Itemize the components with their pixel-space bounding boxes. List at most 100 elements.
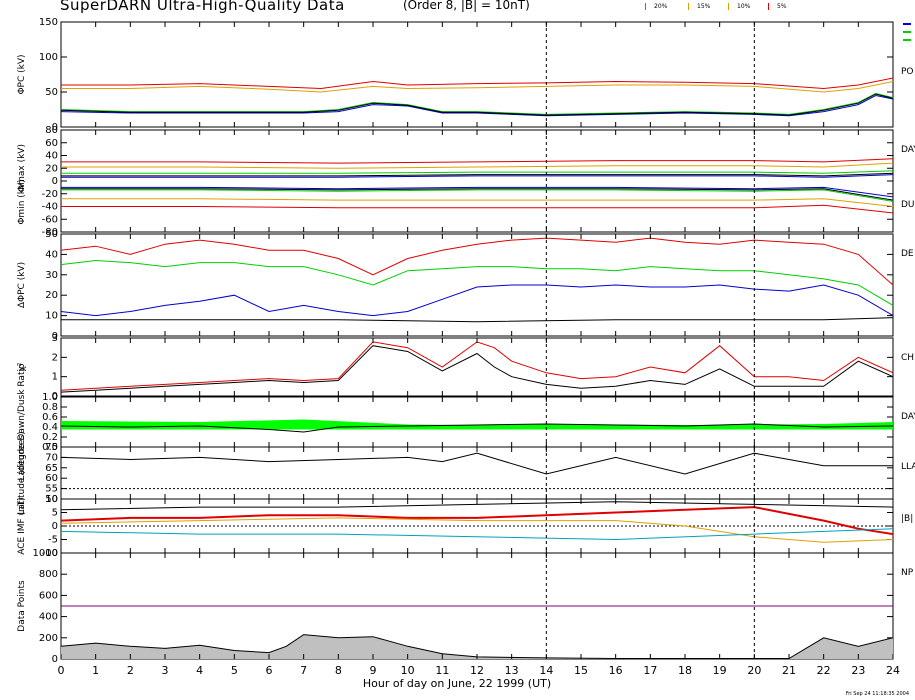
- y-tick-label: 40: [45, 249, 58, 260]
- y-tick-label: 60: [45, 138, 58, 149]
- y-tick-label: -10: [42, 548, 58, 559]
- y-tick-label: 50: [45, 87, 58, 98]
- right-label: DAY: [901, 412, 915, 422]
- x-tick-label: 9: [370, 664, 377, 677]
- y-tick-label: 0: [52, 654, 58, 665]
- legend-item-3: 10%: [728, 3, 751, 10]
- y-tick-label: 600: [39, 590, 58, 601]
- series-line: [60, 528, 894, 541]
- y-tick-label: -5: [48, 535, 58, 546]
- y-tick-label: 2: [52, 352, 58, 363]
- y-tick-label: 10: [45, 494, 58, 505]
- x-tick-label: 13: [505, 664, 519, 677]
- right-label: DE: [901, 249, 914, 259]
- right-label: PO: [901, 67, 914, 77]
- y-axis-label-top: Φmax (kV): [17, 144, 27, 192]
- chart-title: SuperDARN Ultra-High-Quality Data: [60, 0, 345, 14]
- y-tick-label: 0.4: [42, 422, 58, 433]
- y-tick-label: 30: [45, 270, 58, 281]
- y-tick-label: 75: [45, 442, 58, 453]
- panel-frame: [60, 446, 894, 500]
- x-tick-label: 4: [196, 664, 203, 677]
- right-label: DAY: [901, 145, 915, 155]
- y-tick-label: 20: [45, 290, 58, 301]
- y-tick-label: 800: [39, 569, 58, 580]
- x-tick-label: 6: [266, 664, 273, 677]
- y-axis-label: ΔΦPC (kV): [17, 262, 27, 308]
- x-tick-label: 5: [231, 664, 238, 677]
- series-line: [60, 423, 894, 433]
- y-tick-label: 200: [39, 633, 58, 644]
- x-tick-label: 23: [851, 664, 865, 677]
- y-tick-label: 50: [45, 229, 58, 240]
- panel-chi: 0 1 2 3 χ² CH: [17, 333, 914, 402]
- x-tick-label: 12: [470, 664, 484, 677]
- right-label: |B|: [901, 514, 913, 524]
- x-tick-label: 2: [127, 664, 134, 677]
- x-tick-label: 17: [643, 664, 657, 677]
- series-line: [60, 634, 894, 659]
- y-tick-label: 1.0: [42, 392, 58, 403]
- y-tick-label: 0: [52, 521, 58, 532]
- x-tick-label: 20: [747, 664, 761, 677]
- panel-frame: [60, 233, 894, 337]
- series-line: [61, 81, 894, 93]
- series-line: [61, 188, 894, 201]
- y-axis-label: ΦPC (kV): [17, 54, 27, 94]
- series-line: [61, 189, 894, 202]
- y-tick-label: 3: [52, 333, 58, 344]
- chart-subtitle: (Order 8, |B| = 10nT): [403, 0, 530, 12]
- x-tick-label: 3: [162, 664, 169, 677]
- y-tick-label: -60: [42, 214, 58, 225]
- series-line: [60, 93, 894, 116]
- x-tick-label: 21: [782, 664, 796, 677]
- series-line: [60, 501, 894, 511]
- series-line: [60, 452, 893, 475]
- x-tick-label: 15: [574, 664, 588, 677]
- y-tick-label: 0: [52, 391, 58, 402]
- y-tick-label: 150: [39, 17, 58, 28]
- x-tick-label: 11: [435, 664, 449, 677]
- panel-dpc: 0 10 20 30 40 50 ΔΦPC (kV) DE: [17, 229, 914, 342]
- series-line: [61, 317, 894, 323]
- x-axis-label: Hour of day on June, 22 1999 (UT): [363, 677, 551, 690]
- series-line: [61, 174, 894, 178]
- y-tick-label: 0: [52, 122, 58, 133]
- series-line: [60, 94, 894, 117]
- y-tick-label: 400: [39, 612, 58, 623]
- x-tick-label: 22: [817, 664, 831, 677]
- ratio-fill: [61, 419, 893, 430]
- right-label: LLA: [901, 462, 915, 472]
- panel-imf: -10 -5 0 5 10 ACE IMF (nT) |B|: [17, 494, 913, 559]
- y-axis-label: Data Points: [17, 580, 27, 632]
- x-tick-label: 19: [713, 664, 727, 677]
- y-tick-label: 1: [52, 372, 58, 383]
- panel-dp: 0 200 400 600 800 1000 Data Points NP: [17, 548, 914, 665]
- series-line: [60, 259, 894, 306]
- y-tick-label: 80: [45, 125, 58, 136]
- timestamp: Fri Sep 24 11:18:35 2004: [845, 691, 909, 697]
- y-tick-label: 60: [45, 473, 58, 484]
- y-tick-label: -20: [42, 189, 58, 200]
- series-line: [61, 170, 894, 174]
- panel-ratio: 0.00.20.40.60.81.0 Latitude Dawn/Dusk Rat…: [17, 363, 915, 480]
- x-tick-label: 24: [886, 664, 900, 677]
- legend-item-4: 5%: [768, 3, 787, 10]
- y-tick-label: 70: [45, 452, 58, 463]
- y-tick-label: 65: [45, 463, 58, 474]
- series-line: [60, 345, 894, 393]
- y-tick-label: 100: [39, 52, 58, 63]
- right-label: NP: [901, 568, 914, 578]
- y-tick-label: 0.8: [42, 402, 58, 413]
- y-tick-label: 0: [52, 176, 58, 187]
- x-tick-label: 14: [539, 664, 553, 677]
- series-line: [61, 198, 894, 207]
- panel-frame: [60, 129, 894, 233]
- series-line: [61, 186, 894, 198]
- series-line: [61, 162, 894, 169]
- y-axis-label-bottom: Φmin (kV): [17, 179, 27, 224]
- y-tick-label: -80: [42, 227, 58, 238]
- legend-item-1: 20%: [645, 3, 668, 10]
